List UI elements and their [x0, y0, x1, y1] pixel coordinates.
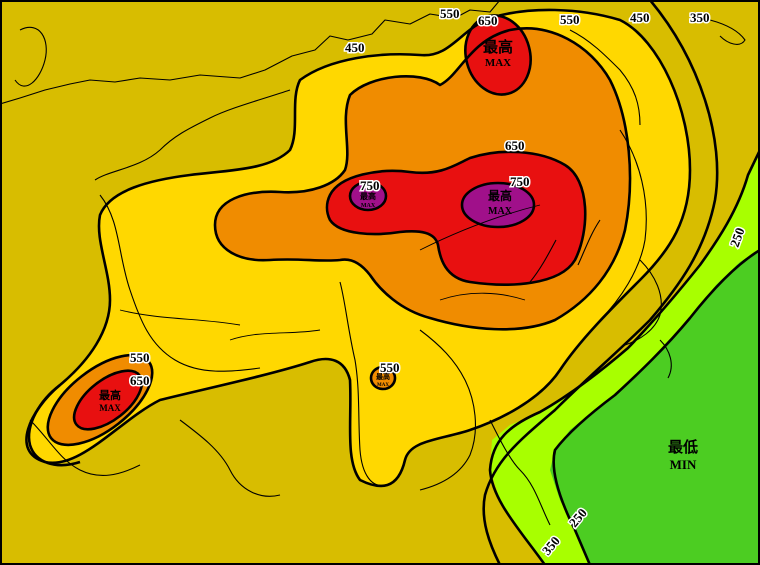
label-450-ne: 450	[630, 10, 650, 25]
band-650-area	[327, 151, 586, 285]
label-650-east: 650	[505, 138, 525, 153]
label-650-sw: 650	[130, 373, 150, 388]
label-450-nw: 450	[345, 40, 365, 55]
min-southeast-cn: 最低	[668, 438, 698, 456]
grey-land-area	[0, 0, 501, 105]
band-650-north-area	[465, 15, 531, 95]
max-southwest-en: MAX	[99, 403, 121, 413]
band-max-central-area	[462, 183, 534, 227]
label-350-ne: 350	[690, 10, 710, 25]
max-north-en: MAX	[485, 57, 511, 69]
label-750-east: 750	[510, 174, 530, 189]
label-750-west: 750	[360, 178, 380, 193]
contour-lines	[25, 0, 760, 565]
max-central-cn: 最高	[488, 188, 512, 203]
label-550-south: 550	[380, 360, 400, 375]
min-southeast-en: MIN	[670, 457, 697, 472]
band-max-west-area	[350, 182, 386, 210]
max-north-cn: 最高	[483, 38, 513, 56]
label-550-ne: 550	[560, 12, 580, 27]
marker-labels: 最高 MAX 最高 MAX 最高 MAX 最高 MAX 最高 MAX 最低 MI…	[99, 38, 698, 472]
label-550-top: 550	[440, 6, 460, 21]
label-650-top: 650	[478, 13, 498, 28]
max-south-en: MAX	[377, 383, 389, 388]
max-southwest-cn: 最高	[99, 388, 121, 402]
max-west-cn: 最高	[360, 191, 376, 201]
max-south-cn: 最高	[376, 372, 390, 381]
max-west-en: MAX	[361, 203, 376, 209]
band-650-sw-area	[74, 370, 142, 430]
label-550-sw: 550	[130, 350, 150, 365]
max-central-en: MAX	[488, 206, 513, 217]
band-max-south-area	[371, 367, 395, 389]
